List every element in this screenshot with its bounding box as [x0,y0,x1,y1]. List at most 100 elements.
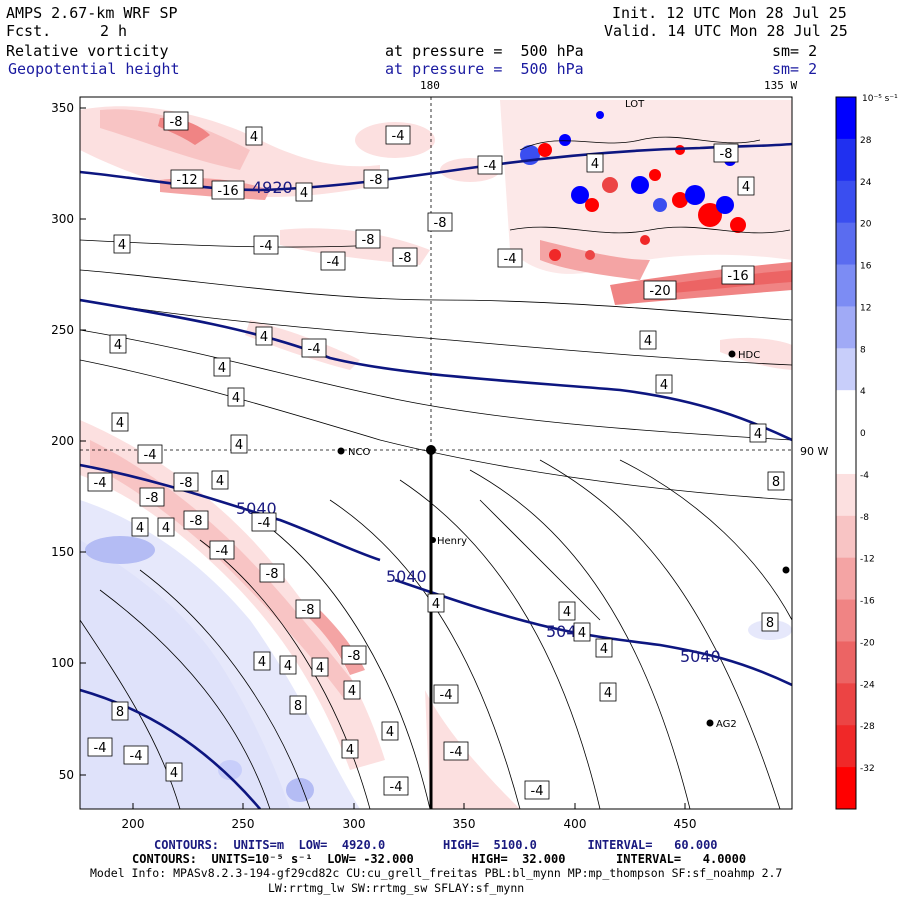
vort-label: -4 [450,745,463,760]
vort-label-box [311,657,329,677]
height-label: 5040 [386,567,427,586]
vort-label-box [157,517,175,537]
vort-label-box [295,599,321,619]
vort-label: 8 [772,475,780,490]
vort-label: -8 [362,233,375,248]
vort-label-box [183,510,209,530]
vort-label: -4 [504,252,517,267]
colorbar-swatch [836,138,856,182]
vort-label: 4 [258,655,266,670]
vorticity-labels: -84 -4-12-16 4-84 -4 -8-8-4 -8 -4-4 4-84-16-204… [87,111,785,800]
vort-label: -4 [531,784,544,799]
colorbar-swatch [836,599,856,642]
colorbar-level: 16 [860,262,872,272]
vort-label: 4 [116,416,124,431]
vorticity-contour-info: CONTOURS: UNITS=10⁻⁵ s⁻¹ LOW= -32.000 HI… [132,852,747,866]
stations: NCO Henry HDC AG2 LOT [337,99,790,730]
vort-label-box [211,470,229,490]
vort-label: -8 [146,491,159,506]
vort-label-box [251,512,277,532]
vort-label-box [721,265,755,285]
vort-label: 8 [766,616,774,631]
vort-label: -12 [176,173,197,188]
y-tick-label: 350 [51,101,74,115]
vort-label: 4 [754,427,762,442]
station-label: Henry [437,536,467,547]
x-tick-label: 450 [674,817,697,831]
vort-label-box [87,737,113,757]
x-tick-label: 200 [122,817,145,831]
vort-label-box [245,126,263,146]
colorbar-swatch [836,97,856,140]
vort-label-box [259,563,285,583]
lon-label-135w: 135 W [764,79,798,92]
vort-label-box [289,695,307,715]
station-marker [706,719,714,727]
forecast-label: Fcst. [6,22,52,40]
vort-label: -4 [260,239,273,254]
colorbar-level: 8 [860,345,866,355]
x-tick-label: 250 [232,817,255,831]
vort-label: -4 [258,516,271,531]
field1-smoothing: sm= 2 [772,42,818,60]
vort-label: 4 [136,521,144,536]
y-tick-label: 250 [51,323,74,337]
vort-label-box [253,651,271,671]
x-tick-label: 350 [453,817,476,831]
station-marker [337,447,345,455]
vort-label-box [341,645,367,665]
vort-label: 4 [591,157,599,172]
colorbar-level: 20 [860,220,872,230]
vort-label: 4 [346,743,354,758]
vort-label-box [111,701,129,721]
vort-label-box [595,638,613,658]
colorbar-level: -24 [860,680,875,690]
vort-label: -4 [94,741,107,756]
vort-label-box [586,153,604,173]
vort-label: -4 [484,159,497,174]
vort-label: -4 [392,129,405,144]
station-marker [728,350,736,358]
vort-label-box [497,248,523,268]
vort-label: 4 [232,391,240,406]
vort-label-box [109,334,127,354]
vort-label: 4 [578,626,586,641]
vort-label: 4 [162,521,170,536]
vort-label-box [737,176,755,196]
vort-label: 8 [294,699,302,714]
height-contour-info: CONTOURS: UNITS=m LOW= 4920.0 HIGH= 5100… [154,838,718,852]
vort-label-box [173,472,199,492]
lon-label-90w: 90 W [800,445,828,458]
field1-level: at pressure = 500 hPa [385,42,584,60]
station-label: NCO [348,447,370,458]
vort-label: 4 [660,378,668,393]
vort-label-box [170,169,204,189]
vort-label-box [761,612,779,632]
forecast-hour: 2 h [100,22,128,40]
field1-name: Relative vorticity [6,42,169,60]
vort-label-box [163,111,189,131]
station-label: LOT [625,99,645,110]
vort-label: -4 [94,476,107,491]
vort-label-box [301,338,327,358]
vort-label-box [524,780,550,800]
colorbar-level: -12 [860,555,875,565]
cross-section-origin [426,445,436,455]
vort-label: 4 [300,186,308,201]
vort-label-box [713,143,739,163]
vort-label-box [599,682,617,702]
vort-label: 4 [348,684,356,699]
colorbar-units: 10⁻⁵ s⁻¹ [862,94,898,104]
field2-name: Geopotential height [8,60,180,78]
station-marker [430,537,436,543]
vort-label-box [213,357,231,377]
vort-label: 4 [250,130,258,145]
field2-smoothing: sm= 2 [772,60,818,78]
y-tick-label: 300 [51,212,74,226]
height-label: 4920 [252,178,293,197]
vort-label-box [477,155,503,175]
colorbar-level: -20 [860,638,875,648]
vort-label: 8 [116,705,124,720]
vort-label-box [295,182,313,202]
colorbar-swatch [836,264,856,307]
